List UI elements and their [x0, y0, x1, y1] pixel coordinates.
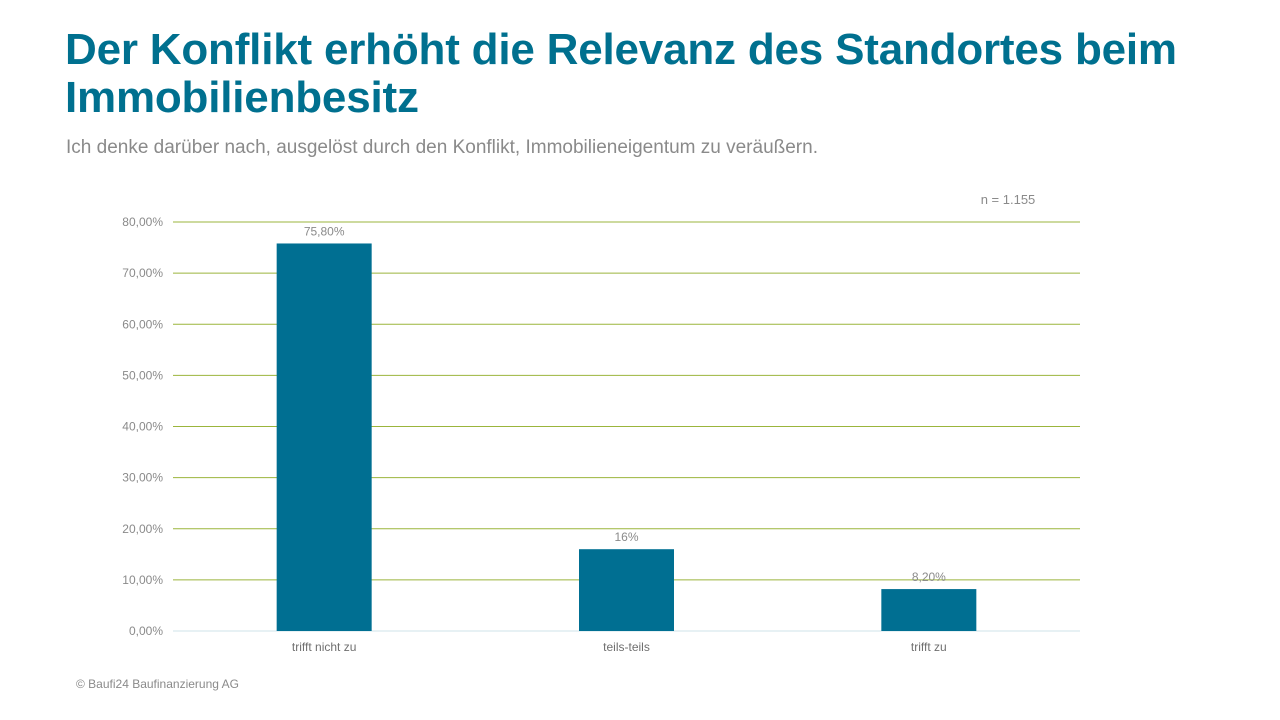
- y-tick-label: 30,00%: [122, 471, 163, 485]
- bar-2: [579, 549, 674, 631]
- bar-3: [881, 589, 977, 631]
- y-tick-label: 0,00%: [129, 624, 163, 638]
- y-tick-label: 60,00%: [122, 317, 163, 331]
- sample-size-annotation: n = 1.155: [981, 192, 1036, 207]
- y-tick-label: 10,00%: [122, 573, 163, 587]
- bar-1: [276, 243, 372, 631]
- data-label: 16%: [614, 530, 638, 544]
- x-tick-label: trifft nicht zu: [292, 640, 356, 654]
- copyright-footer: © Baufi24 Baufinanzierung AG: [76, 677, 239, 691]
- y-tick-label: 40,00%: [122, 420, 163, 434]
- page-title: Der Konflikt erhöht die Relevanz des Sta…: [65, 25, 1177, 122]
- y-tick-label: 20,00%: [122, 522, 163, 536]
- x-tick-label: teils-teils: [603, 640, 650, 654]
- x-tick-label: trifft zu: [911, 640, 947, 654]
- data-label: 8,20%: [912, 570, 946, 584]
- bars: [276, 243, 977, 631]
- page-subtitle: Ich denke darüber nach, ausgelöst durch …: [66, 137, 818, 158]
- y-tick-label: 70,00%: [122, 266, 163, 280]
- data-labels: 75,80% 16% 8,20%: [304, 224, 946, 584]
- y-tick-label: 80,00%: [122, 215, 163, 229]
- y-tick-label: 50,00%: [122, 368, 163, 382]
- x-axis-tick-labels: trifft nicht zu teils-teils trifft zu: [292, 640, 947, 654]
- y-axis-tick-labels: 0,00% 10,00% 20,00% 30,00% 40,00% 50,00% 60,00…: [122, 215, 163, 638]
- data-label: 75,80%: [304, 224, 345, 238]
